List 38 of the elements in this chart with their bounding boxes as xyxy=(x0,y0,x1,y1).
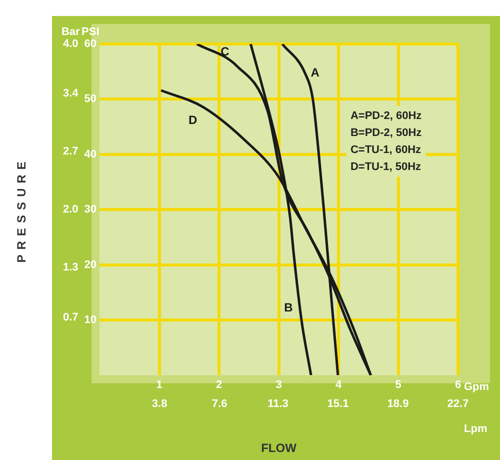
y-tick-label: 4.0 xyxy=(62,38,78,50)
x2-tick-label: 3.8 xyxy=(152,398,168,410)
y2-tick-label: 10 xyxy=(84,314,97,326)
y-tick-label: 2.0 xyxy=(62,204,78,216)
y-tick-label: 2.7 xyxy=(62,146,78,158)
x-tick-label: 2 xyxy=(216,378,222,391)
series-label: B xyxy=(284,300,294,314)
x-tick-label: 5 xyxy=(395,378,402,391)
x2-tick-label: 11.3 xyxy=(268,398,288,410)
x2-tick-label: 15.1 xyxy=(327,398,349,410)
x-tick-label: 1 xyxy=(156,378,162,391)
y2-tick-label: 50 xyxy=(84,93,97,106)
series-label: A xyxy=(310,66,320,80)
annotation: B=PD-2, 50Hz xyxy=(350,126,422,139)
x-axis-title: FLOW xyxy=(261,441,298,456)
x2-tick-label: 22.7 xyxy=(447,398,469,410)
y2-tick-label: 20 xyxy=(84,258,97,271)
y-tick-label: 3.4 xyxy=(62,88,80,100)
annotation: C=TU-1, 60Hz xyxy=(350,144,422,156)
annotation: A=PD-2, 60Hz xyxy=(350,110,422,122)
x-tick-label: 6 xyxy=(454,378,462,391)
y-tick-label: 0.7 xyxy=(62,311,78,324)
y2-tick-label: 30 xyxy=(84,204,97,216)
text: Bar xyxy=(61,26,81,38)
y2-tick-label: 60 xyxy=(84,38,97,50)
text: Gpm xyxy=(464,380,490,393)
series-label: D xyxy=(188,113,198,128)
y-tick-label: 1.3 xyxy=(62,262,78,274)
x-tick-label: 4 xyxy=(335,378,342,391)
annotation: D=TU-1, 50Hz xyxy=(350,160,422,173)
x-tick-label: 3 xyxy=(276,378,282,391)
x2-axis-title: Lpm xyxy=(464,423,488,436)
series-label: C xyxy=(220,44,230,58)
x2-tick-label: 7.6 xyxy=(212,398,228,410)
x2-tick-label: 18.9 xyxy=(387,398,409,410)
y2-tick-label: 40 xyxy=(84,148,97,160)
y-axis-title: PRESSURE xyxy=(14,156,28,263)
y2-axis-title: PSI xyxy=(82,26,100,38)
